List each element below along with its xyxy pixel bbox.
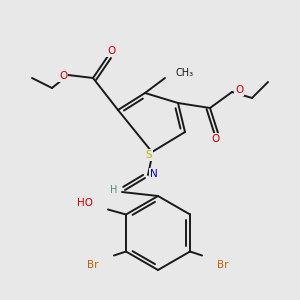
Text: HO: HO [77,199,93,208]
Text: O: O [59,71,67,81]
Text: H: H [110,185,118,195]
Text: O: O [212,134,220,144]
Text: N: N [150,169,158,179]
Text: S: S [146,150,152,160]
Text: Br: Br [87,260,99,269]
Text: O: O [235,85,243,95]
Text: Br: Br [217,260,229,269]
Text: CH₃: CH₃ [175,68,193,78]
Text: O: O [107,46,115,56]
